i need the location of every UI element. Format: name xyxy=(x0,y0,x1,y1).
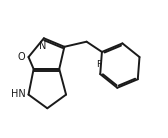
Text: N: N xyxy=(39,41,47,51)
Text: F: F xyxy=(96,60,101,69)
Text: HN: HN xyxy=(11,89,25,99)
Text: O: O xyxy=(17,52,25,62)
